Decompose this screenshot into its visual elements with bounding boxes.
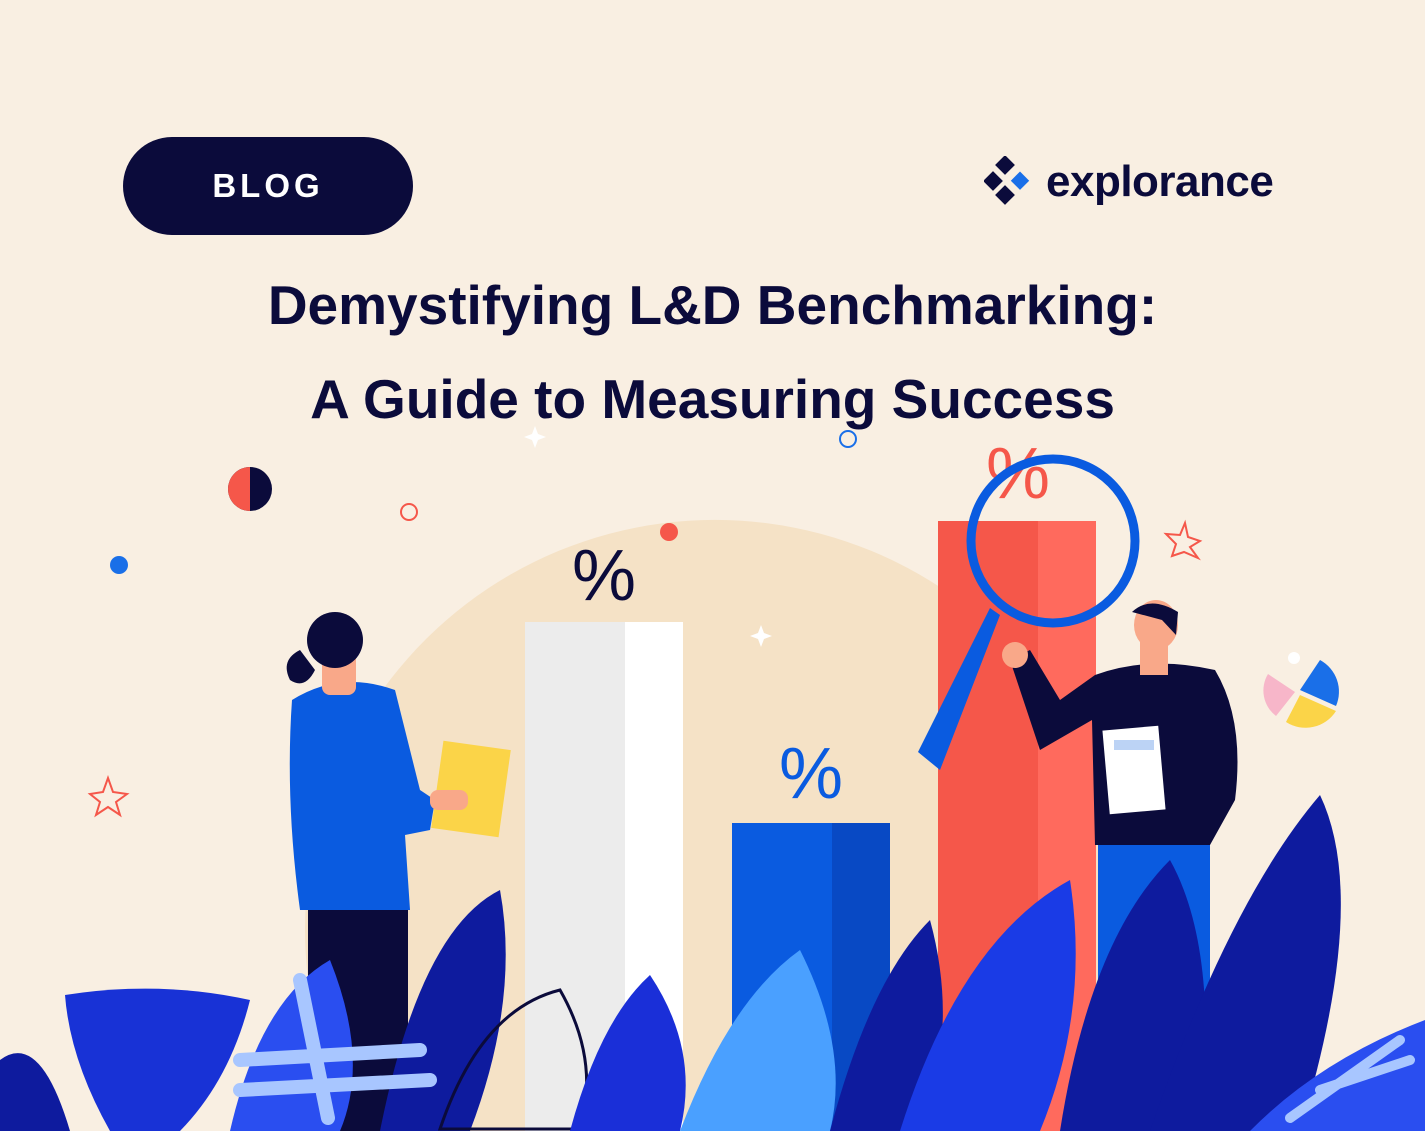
magnifying-glass-icon	[918, 454, 1140, 770]
foliage	[0, 795, 1425, 1131]
explorance-logo-icon	[984, 156, 1030, 205]
percent-blue-bar: %	[779, 734, 843, 814]
brand-logo: explorance	[984, 156, 1274, 208]
headline-line-1: Demystifying L&D Benchmarking:	[267, 274, 1158, 336]
percent-white-bar: %	[572, 536, 636, 616]
brand-name: explorance	[1046, 157, 1274, 206]
woman-figure	[286, 612, 511, 1131]
decorations	[87, 426, 1339, 818]
blog-badge: BLOG	[123, 137, 413, 235]
headline: Demystifying L&D Benchmarking: A Guide t…	[0, 258, 1425, 446]
headline-line-2: A Guide to Measuring Success	[310, 368, 1115, 430]
blog-badge-label: BLOG	[212, 167, 324, 204]
percent-red-bar: %	[986, 434, 1050, 514]
